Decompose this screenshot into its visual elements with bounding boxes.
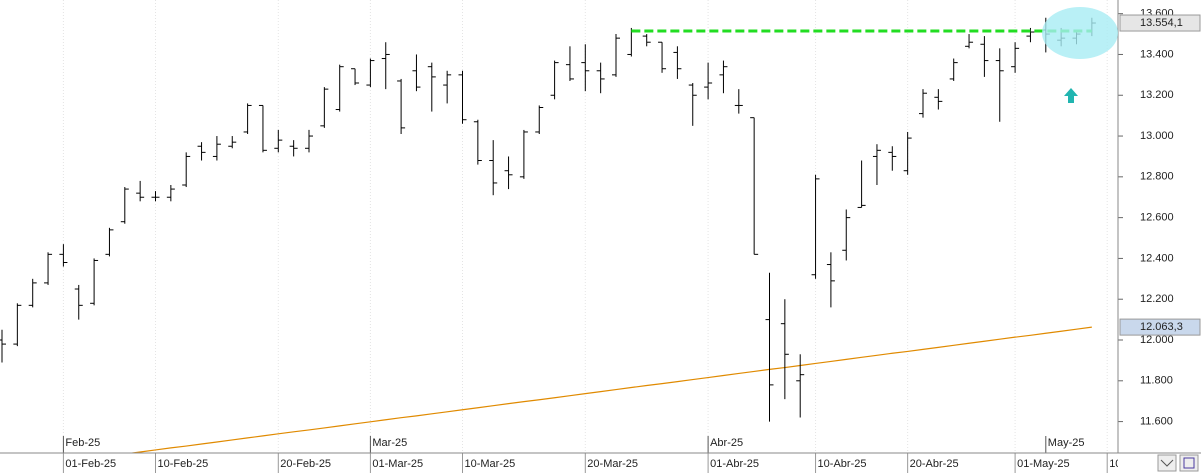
price-label: 12.063,3 [1140,321,1183,333]
y-tick-label: 13.400 [1140,48,1174,60]
y-tick-label: 12.000 [1140,334,1174,346]
zoom-icon [1160,459,1174,467]
y-tick-label: 12.200 [1140,293,1174,305]
x-tick-label: 20-Abr-25 [910,458,959,470]
month-label: Feb-25 [65,437,100,449]
y-tick-label: 12.600 [1140,212,1174,224]
x-tick-label: 10-Mar-25 [465,458,516,470]
x-tick-label: 01-Feb-25 [65,458,116,470]
x-tick-label: 01-Abr-25 [710,458,759,470]
y-tick-label: 13.200 [1140,89,1174,101]
y-tick-label: 12.400 [1140,252,1174,264]
save-button[interactable] [1179,454,1199,472]
x-tick-label: 01-Mar-25 [372,458,423,470]
save-icon [1183,457,1195,469]
x-tick-label: 01-May-25 [1017,458,1070,470]
price-label-box [1119,14,1201,32]
y-tick-label: 13.000 [1140,130,1174,142]
price-label-box [1119,318,1201,336]
x-tick-label: 10- [1109,458,1125,470]
arrow-icon [1064,88,1078,103]
x-tick-label: 10-Abr-25 [818,458,867,470]
month-label: Mar-25 [372,437,407,449]
price-label: 13.554,1 [1140,17,1183,29]
y-tick-label: 11.600 [1140,415,1173,427]
x-tick-label: 10-Feb-25 [158,458,209,470]
y-tick-label: 11.800 [1140,375,1173,387]
moving-average-line [127,326,1092,453]
plot-area: Feb-25 Mar-25 Abr-25 May-25 [0,0,1108,453]
month-label: May-25 [1048,437,1085,449]
axes: 11.600 11.800 12.000 12.200 12.400 12.600 12.8… [62,8,1201,473]
highlight-ellipse [1042,7,1118,59]
x-tick-label: 20-Mar-25 [587,458,638,470]
zoom-button[interactable] [1157,454,1177,472]
x-tick-label: 20-Feb-25 [280,458,331,470]
y-tick-label: 12.800 [1140,171,1174,183]
month-label: Abr-25 [710,437,743,449]
